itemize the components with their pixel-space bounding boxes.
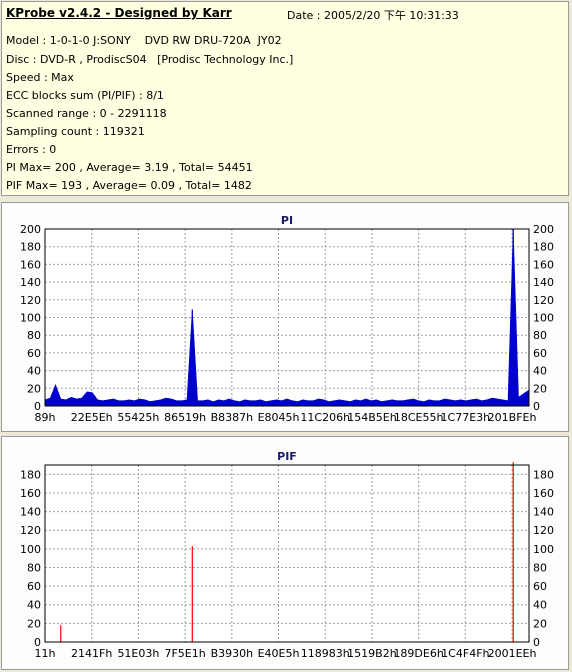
y-tick-label-right: 120	[533, 294, 554, 307]
info-pi-summary: PI Max= 200 , Average= 3.19 , Total= 544…	[6, 161, 253, 174]
y-tick-label-right: 40	[533, 599, 547, 612]
y-tick-label-left: 40	[27, 365, 41, 378]
x-tick-label: 2141Fh	[71, 647, 112, 660]
plot-area	[45, 465, 529, 642]
info-scanned-range: Scanned range : 0 - 2291118	[6, 107, 167, 120]
pif-chart-panel: PIF 0 0 20 20 40 40 60 60 80 80 100 100 120 120 140 140 1…	[1, 436, 569, 670]
y-tick-label-left: 0	[34, 636, 41, 649]
info-speed: Speed : Max	[6, 71, 74, 84]
y-tick-label-left: 80	[27, 561, 41, 574]
y-tick-label-right: 80	[533, 329, 547, 342]
x-tick-label: 86519h	[164, 411, 206, 424]
x-tick-label: 189DE6h	[393, 647, 443, 660]
pi-chart-panel: PI 0 0 20 20 40 40 60 60 80 80 100 100 120 120 140 140 16…	[1, 202, 569, 432]
y-tick-label-left: 120	[20, 524, 41, 537]
y-tick-label-left: 40	[27, 599, 41, 612]
x-tick-label: E40E5h	[258, 647, 300, 660]
y-tick-label-right: 0	[533, 636, 540, 649]
info-model: Model : 1-0-1-0 J:SONY DVD RW DRU-720A J…	[6, 34, 282, 47]
y-tick-label-right: 160	[533, 487, 554, 500]
y-tick-label-right: 100	[533, 312, 554, 325]
y-tick-label-left: 80	[27, 329, 41, 342]
info-panel: KProbe v2.4.2 - Designed by Karr Date : …	[1, 1, 569, 196]
y-tick-label-right: 160	[533, 258, 554, 271]
pi-chart: PI 0 0 20 20 40 40 60 60 80 80 100 100 120 120 140 140 16…	[20, 214, 554, 424]
pif-chart: PIF 0 0 20 20 40 40 60 60 80 80 100 100 120 120 140 140 1…	[20, 450, 554, 660]
plot-frame	[44, 464, 530, 643]
y-tick-label-right: 100	[533, 543, 554, 556]
y-tick-label-right: 0	[533, 400, 540, 413]
x-tick-label: 2001EEh	[488, 647, 537, 660]
y-tick-label-right: 80	[533, 561, 547, 574]
y-tick-label-right: 180	[533, 468, 554, 481]
info-pif-summary: PIF Max= 193 , Average= 0.09 , Total= 14…	[6, 179, 252, 192]
y-tick-label-left: 160	[20, 258, 41, 271]
y-tick-label-right: 20	[533, 617, 547, 630]
y-tick-label-right: 140	[533, 506, 554, 519]
x-tick-label: 1519B2h	[347, 647, 397, 660]
y-tick-label-left: 160	[20, 487, 41, 500]
scan-date: Date : 2005/2/20 下午 10:31:33	[287, 9, 459, 22]
y-tick-label-left: 180	[20, 241, 41, 254]
x-tick-label: 89h	[35, 411, 56, 424]
x-tick-label: B8387h	[211, 411, 254, 424]
y-tick-label-right: 40	[533, 365, 547, 378]
app-title: KProbe v2.4.2 - Designed by Karr	[6, 6, 232, 20]
y-tick-label-left: 200	[20, 223, 41, 236]
y-tick-label-left: 20	[27, 382, 41, 395]
y-tick-label-right: 180	[533, 241, 554, 254]
x-tick-label: 18CE55h	[394, 411, 444, 424]
y-tick-label-right: 60	[533, 580, 547, 593]
y-tick-label-right: 120	[533, 524, 554, 537]
y-tick-label-right: 140	[533, 276, 554, 289]
y-tick-label-left: 60	[27, 580, 41, 593]
chart-title: PIF	[277, 450, 297, 463]
y-tick-label-left: 60	[27, 347, 41, 360]
y-tick-label-right: 20	[533, 382, 547, 395]
info-sampling-count: Sampling count : 119321	[6, 125, 145, 138]
x-tick-label: 11C206h	[300, 411, 350, 424]
y-tick-label-left: 100	[20, 312, 41, 325]
x-tick-label: 51E03h	[117, 647, 159, 660]
y-tick-label-left: 0	[34, 400, 41, 413]
y-tick-label-left: 180	[20, 468, 41, 481]
x-tick-label: 1C4F4Fh	[441, 647, 489, 660]
x-tick-label: 7F5E1h	[164, 647, 205, 660]
y-tick-label-left: 100	[20, 543, 41, 556]
x-tick-label: 154B5Eh	[347, 411, 396, 424]
info-disc: Disc : DVD-R , ProdiscS04 [Prodisc Techn…	[6, 53, 294, 66]
y-tick-label-right: 200	[533, 223, 554, 236]
chart-title: PI	[281, 214, 293, 227]
x-tick-label: 1C77E3h	[441, 411, 491, 424]
x-tick-label: 22E5Eh	[71, 411, 113, 424]
pi-series-area	[44, 228, 530, 407]
x-tick-label: 201BFEh	[488, 411, 537, 424]
y-tick-label-left: 120	[20, 294, 41, 307]
plot-frame	[44, 228, 530, 407]
x-tick-label: 11h	[35, 647, 56, 660]
y-tick-label-left: 140	[20, 276, 41, 289]
y-tick-label-left: 140	[20, 506, 41, 519]
x-tick-label: B3930h	[211, 647, 254, 660]
x-tick-label: 118983h	[301, 647, 350, 660]
x-tick-label: 55425h	[117, 411, 159, 424]
y-tick-label-left: 20	[27, 617, 41, 630]
info-errors: Errors : 0	[6, 143, 57, 156]
x-tick-label: E8045h	[258, 411, 300, 424]
y-tick-label-right: 60	[533, 347, 547, 360]
info-ecc-blocks: ECC blocks sum (PI/PIF) : 8/1	[6, 89, 164, 102]
